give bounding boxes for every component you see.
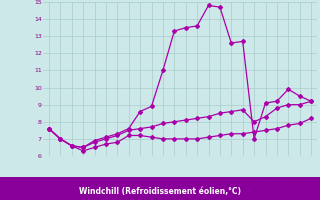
Text: Windchill (Refroidissement éolien,°C): Windchill (Refroidissement éolien,°C) [79, 187, 241, 196]
